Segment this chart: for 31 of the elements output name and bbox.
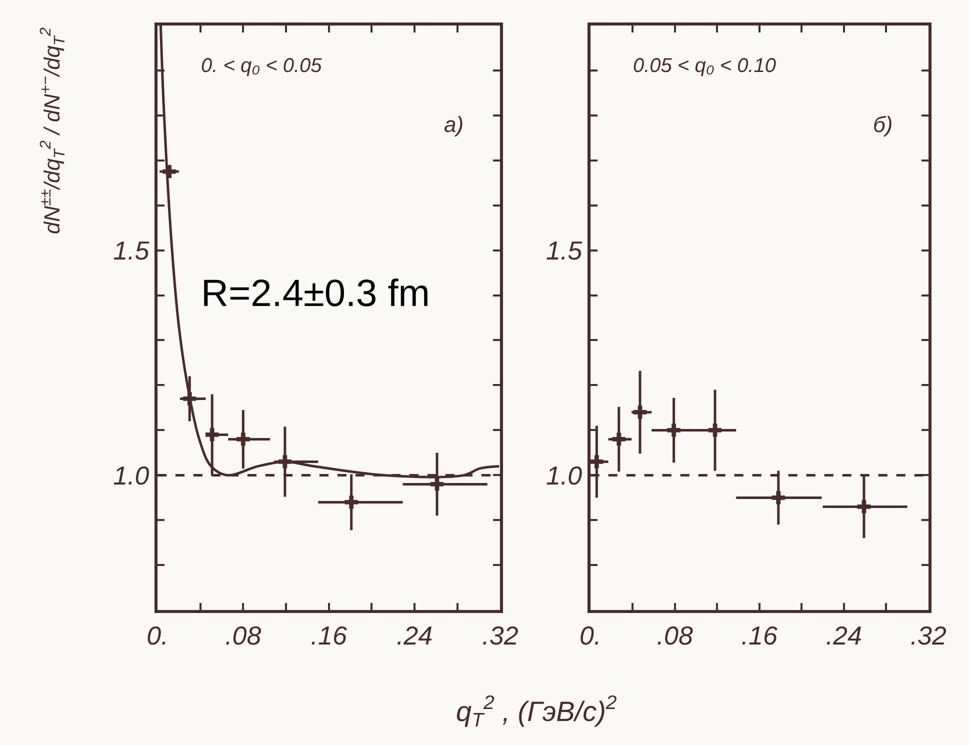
x-tick-label: .32 xyxy=(910,620,948,650)
point xyxy=(430,478,444,491)
point xyxy=(772,491,785,504)
annotation: R=2.4±0.3 fm xyxy=(201,273,430,315)
y-tick-label: 1.0 xyxy=(546,460,583,490)
point xyxy=(708,424,722,437)
x-tick-label: 0. xyxy=(146,620,168,650)
point xyxy=(344,496,358,509)
annotation: a) xyxy=(444,112,464,137)
x-tick-label: 0. xyxy=(580,620,602,650)
point xyxy=(236,432,250,446)
x-tick-label: .32 xyxy=(482,620,519,650)
x-tick-label: .24 xyxy=(826,620,862,650)
y-tick-label: 1.5 xyxy=(113,235,150,266)
point xyxy=(633,406,647,419)
annotation: б) xyxy=(873,112,893,137)
point xyxy=(612,432,626,446)
x-tick-label: .08 xyxy=(225,620,262,650)
x-tick-label: .24 xyxy=(396,620,433,650)
x-tick-label: .16 xyxy=(310,620,348,650)
point xyxy=(590,455,604,468)
x-tick-label: .16 xyxy=(741,620,778,650)
point xyxy=(857,500,871,514)
annotation: 0.05 < q₀ < 0.10 xyxy=(633,55,776,77)
y-tick-label: 1.0 xyxy=(113,460,150,490)
x-axis-title: q$_{T}$$^{2}$ , (ГэВ/с)$^{2}$ xyxy=(456,692,617,732)
x-tick-label: .08 xyxy=(656,620,694,650)
y-tick-label: 1.5 xyxy=(546,235,583,266)
point xyxy=(206,428,219,442)
annotation: 0. < q₀ < 0.05 xyxy=(201,55,323,77)
point xyxy=(667,424,680,437)
